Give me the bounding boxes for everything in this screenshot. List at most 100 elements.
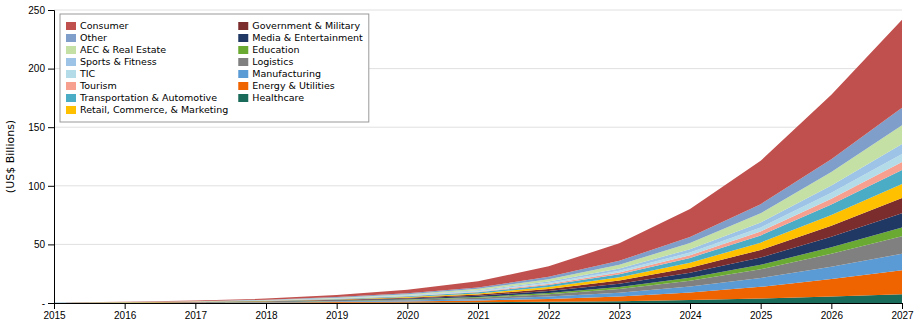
legend-swatch <box>66 34 76 42</box>
y-tick-label: 50 <box>34 239 46 250</box>
legend-label: Transportation & Automotive <box>79 92 217 103</box>
legend-item: Education <box>238 44 299 55</box>
legend-item: Sports & Fitness <box>66 56 157 67</box>
y-tick-mark <box>48 303 54 304</box>
legend-item: Energy & Utilities <box>238 80 335 91</box>
y-tick-label: - <box>42 298 45 309</box>
y-axis: - 50 100 150 200 250 <box>28 5 54 309</box>
legend-label: Sports & Fitness <box>80 56 157 67</box>
x-tick-mark <box>761 303 762 309</box>
x-tick-mark <box>478 303 479 309</box>
x-tick-label: 2019 <box>326 310 349 321</box>
y-tick-mark <box>48 244 54 245</box>
x-tick-mark <box>902 303 903 309</box>
x-tick-label: 2025 <box>750 310 773 321</box>
legend-label: Tourism <box>79 80 117 91</box>
legend-item: Tourism <box>66 80 117 91</box>
y-tick-mark <box>48 10 54 11</box>
x-tick-label: 2017 <box>185 310 208 321</box>
x-tick: 2021 <box>467 303 490 321</box>
legend-label: TIC <box>79 68 96 79</box>
x-axis-line <box>55 304 903 310</box>
legend-swatch <box>238 58 248 66</box>
legend-label: Government & Military <box>252 20 360 31</box>
legend-swatch <box>238 70 248 78</box>
y-tick: 250 <box>28 5 54 16</box>
x-tick-label: 2016 <box>114 310 137 321</box>
legend-swatch <box>66 58 76 66</box>
x-tick-mark <box>266 303 267 309</box>
legend-swatch <box>66 82 76 90</box>
legend-swatch <box>66 22 76 30</box>
legend-item: Government & Military <box>238 20 360 31</box>
x-tick: 2019 <box>326 303 349 321</box>
x-tick: 2023 <box>609 303 632 321</box>
legend-swatch <box>66 106 76 114</box>
x-tick-label: 2024 <box>679 310 702 321</box>
y-tick: - <box>42 298 54 309</box>
x-tick: 2024 <box>679 303 702 321</box>
y-tick: 50 <box>34 239 54 250</box>
y-tick-mark <box>48 127 54 128</box>
legend-label: Education <box>252 44 299 55</box>
x-tick-label: 2026 <box>821 310 844 321</box>
grid-line <box>54 10 902 11</box>
legend-label: Manufacturing <box>252 68 321 79</box>
legend-label: Energy & Utilities <box>252 80 335 91</box>
x-tick-label: 2020 <box>397 310 420 321</box>
x-tick-label: 2027 <box>891 310 914 321</box>
y-tick: 150 <box>28 122 54 133</box>
legend-item: TIC <box>66 68 96 79</box>
x-tick-mark <box>407 303 408 309</box>
y-tick: 100 <box>28 181 54 192</box>
x-tick-mark <box>195 303 196 309</box>
legend-swatch <box>238 82 248 90</box>
x-tick-mark <box>549 303 550 309</box>
x-tick: 2026 <box>821 303 844 321</box>
legend-swatch <box>66 94 76 102</box>
y-tick-mark <box>48 69 54 70</box>
legend-swatch <box>66 46 76 54</box>
x-tick: 2027 <box>891 303 914 321</box>
x-tick-label: 2021 <box>467 310 490 321</box>
x-tick: 2018 <box>255 303 278 321</box>
legend-swatch <box>66 70 76 78</box>
grid <box>54 10 902 303</box>
legend-item: Manufacturing <box>238 68 321 79</box>
y-tick-mark <box>48 186 54 187</box>
legend-item: AEC & Real Estate <box>66 44 166 55</box>
area <box>54 108 902 303</box>
legend-box <box>60 14 369 122</box>
legend-label: Consumer <box>80 20 129 31</box>
legend-swatch <box>238 94 248 102</box>
legend-item: Healthcare <box>238 92 304 103</box>
legend-label: Media & Entertainment <box>252 32 363 43</box>
x-tick: 2020 <box>397 303 420 321</box>
legend-swatch <box>238 22 248 30</box>
x-tick-mark <box>619 303 620 309</box>
y-tick-label: 150 <box>28 122 45 133</box>
x-tick-mark <box>831 303 832 309</box>
y-tick-label: 200 <box>28 63 45 74</box>
legend-label: Retail, Commerce, & Marketing <box>80 104 228 115</box>
x-tick-mark <box>337 303 338 309</box>
x-tick-label: 2023 <box>609 310 632 321</box>
y-tick-label: 100 <box>28 181 45 192</box>
x-tick-label: 2022 <box>538 310 561 321</box>
legend-item: Media & Entertainment <box>238 32 363 43</box>
y-axis-line <box>48 11 55 304</box>
y-tick-label: 250 <box>28 5 45 16</box>
legend-label: Healthcare <box>252 92 304 103</box>
legend-label: AEC & Real Estate <box>80 44 166 55</box>
x-tick-mark <box>125 303 126 309</box>
legend-item: Transportation & Automotive <box>66 92 217 103</box>
legend-label: Other <box>80 32 107 43</box>
legend-swatch <box>238 46 248 54</box>
legend-label: Logistics <box>252 56 293 67</box>
legend-swatch <box>238 34 248 42</box>
y-tick: 200 <box>28 63 54 74</box>
legend: ConsumerOtherAEC & Real EstateSports & F… <box>60 14 369 122</box>
legend-item: Consumer <box>66 20 129 31</box>
legend-item: Retail, Commerce, & Marketing <box>66 104 228 115</box>
x-tick: 2015 <box>43 303 66 321</box>
